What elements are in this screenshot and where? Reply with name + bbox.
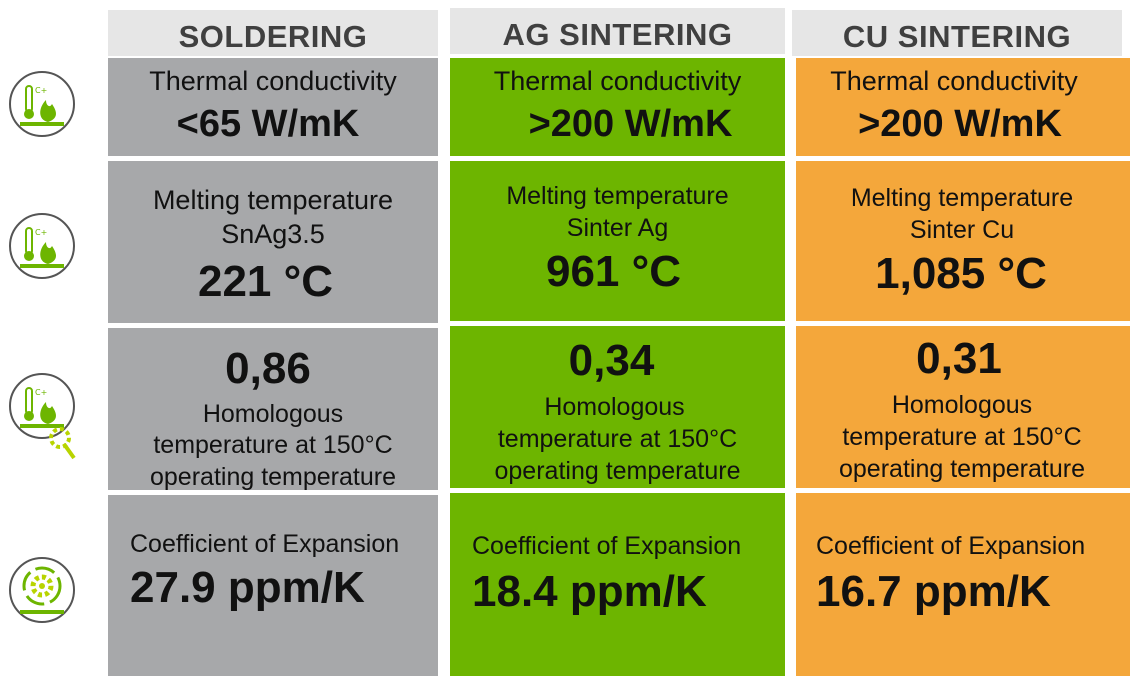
soldering-thermal-cell: Thermal conductivity <65 W/mK bbox=[108, 58, 438, 156]
melting-label: Melting temperature bbox=[506, 182, 729, 210]
soldering-expansion-cell: Coefficient of Expansion 27.9 ppm/K bbox=[108, 495, 438, 676]
expansion-value: 27.9 ppm/K bbox=[130, 563, 365, 612]
soldering-homologous-cell: 0,86 Homologous temperature at 150°C ope… bbox=[108, 328, 438, 490]
homologous-line-2: temperature at 150°C bbox=[842, 423, 1082, 451]
cu-thermal-cell: Thermal conductivity >200 W/mK bbox=[796, 58, 1130, 156]
thermal-label: Thermal conductivity bbox=[493, 66, 742, 96]
thermal-value: >200 W/mK bbox=[528, 103, 733, 145]
thermometer-flame-gear-icon: C+ bbox=[9, 373, 76, 460]
homologous-value: 0,31 bbox=[916, 334, 1002, 383]
melting-value: 1,085 °C bbox=[875, 249, 1047, 298]
homologous-line-3: operating temperature bbox=[494, 457, 741, 485]
svg-text:C+: C+ bbox=[35, 388, 47, 397]
expansion-value: 16.7 ppm/K bbox=[816, 567, 1051, 616]
homologous-line-3: operating temperature bbox=[150, 463, 396, 490]
thermal-value: <65 W/mK bbox=[176, 103, 360, 145]
thermal-value: >200 W/mK bbox=[858, 103, 1062, 145]
melting-label: Melting temperature bbox=[850, 184, 1074, 212]
melting-material: Sinter Ag bbox=[566, 214, 669, 242]
column-header-ag-sintering: AG SINTERING bbox=[450, 8, 785, 54]
column-header-cu-sintering: CU SINTERING bbox=[792, 10, 1122, 56]
homologous-line-2: temperature at 150°C bbox=[497, 425, 738, 453]
gear-cycle-icon bbox=[9, 557, 75, 623]
column-header-soldering: SOLDERING bbox=[108, 10, 438, 56]
thermometer-flame-icon: C+ bbox=[9, 213, 75, 279]
soldering-melting-cell: Melting temperature SnAg3.5 221 °C bbox=[108, 161, 438, 323]
cu-homologous-cell: 0,31 Homologous temperature at 150°C ope… bbox=[796, 326, 1130, 488]
ag-homologous-cell: 0,34 Homologous temperature at 150°C ope… bbox=[450, 326, 785, 488]
expansion-value: 18.4 ppm/K bbox=[472, 567, 707, 616]
expansion-label: Coefficient of Expansion bbox=[472, 532, 742, 560]
homologous-value: 0,86 bbox=[225, 344, 311, 393]
melting-value: 221 °C bbox=[197, 257, 333, 306]
homologous-line-1: Homologous bbox=[202, 400, 344, 428]
thermometer-flame-icon: C+ bbox=[9, 71, 75, 137]
thermal-label: Thermal conductivity bbox=[830, 66, 1078, 96]
homologous-line-3: operating temperature bbox=[839, 455, 1085, 483]
ag-thermal-cell: Thermal conductivity >200 W/mK bbox=[450, 58, 785, 156]
svg-text:C+: C+ bbox=[35, 228, 47, 237]
melting-material: SnAg3.5 bbox=[221, 219, 325, 249]
melting-label: Melting temperature bbox=[152, 185, 394, 215]
homologous-line-2: temperature at 150°C bbox=[153, 431, 393, 459]
homologous-line-1: Homologous bbox=[544, 393, 685, 421]
cu-melting-cell: Melting temperature Sinter Cu 1,085 °C bbox=[796, 161, 1130, 321]
melting-material: Sinter Cu bbox=[909, 216, 1015, 244]
expansion-label: Coefficient of Expansion bbox=[130, 530, 400, 558]
ag-expansion-cell: Coefficient of Expansion 18.4 ppm/K bbox=[450, 493, 785, 676]
svg-text:C+: C+ bbox=[35, 86, 47, 95]
ag-melting-cell: Melting temperature Sinter Ag 961 °C bbox=[450, 161, 785, 321]
cu-expansion-cell: Coefficient of Expansion 16.7 ppm/K bbox=[796, 493, 1130, 676]
expansion-label: Coefficient of Expansion bbox=[816, 532, 1086, 560]
melting-value: 961 °C bbox=[545, 247, 681, 296]
homologous-line-1: Homologous bbox=[891, 391, 1033, 419]
thermal-label: Thermal conductivity bbox=[149, 66, 397, 96]
homologous-value: 0,34 bbox=[568, 336, 655, 385]
